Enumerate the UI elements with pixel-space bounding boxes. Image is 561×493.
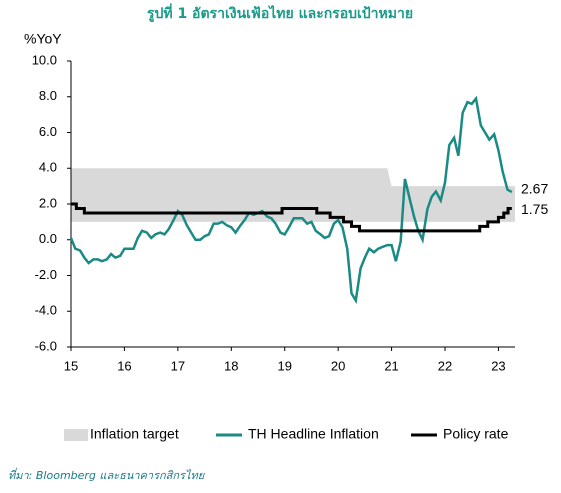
y-tick-label: 4.0 xyxy=(39,160,57,175)
x-tick-label: 22 xyxy=(438,358,452,373)
y-tick-label: 6.0 xyxy=(39,124,57,139)
x-tick-label: 15 xyxy=(64,358,78,373)
legend-label: TH Headline Inflation xyxy=(248,426,379,442)
x-tick-label: 18 xyxy=(224,358,238,373)
x-tick-label: 16 xyxy=(117,358,131,373)
x-tick-label: 20 xyxy=(331,358,345,373)
source: ที่มา: Bloomberg และธนาคารกสิกรไทย xyxy=(8,467,206,482)
y-tick-label: 2.0 xyxy=(39,195,57,210)
y-tick-label: -4.0 xyxy=(35,303,57,318)
y-tick-label: 8.0 xyxy=(39,88,57,103)
inflation-line xyxy=(69,95,513,305)
y-tick-label: -2.0 xyxy=(35,267,57,282)
legend-swatch xyxy=(64,429,88,441)
end-label: 2.67 xyxy=(521,181,548,197)
policy-line xyxy=(71,202,512,233)
legend-label: Policy rate xyxy=(443,426,509,442)
end-label: 1.75 xyxy=(521,201,548,217)
y-axis-label: %YoY xyxy=(24,31,62,47)
y-tick-label: 0.0 xyxy=(39,231,57,246)
y-tick-label: 10.0 xyxy=(32,52,57,67)
x-tick-label: 19 xyxy=(277,358,291,373)
legend-label: Inflation target xyxy=(90,426,179,442)
x-tick-label: 21 xyxy=(384,358,398,373)
x-tick-label: 17 xyxy=(171,358,185,373)
chart-title: รูปที่ 1 อัตราเงินเฟ้อไทย และกรอบเป้าหมา… xyxy=(147,3,413,22)
x-tick-label: 23 xyxy=(491,358,505,373)
y-tick-label: -6.0 xyxy=(35,338,57,353)
